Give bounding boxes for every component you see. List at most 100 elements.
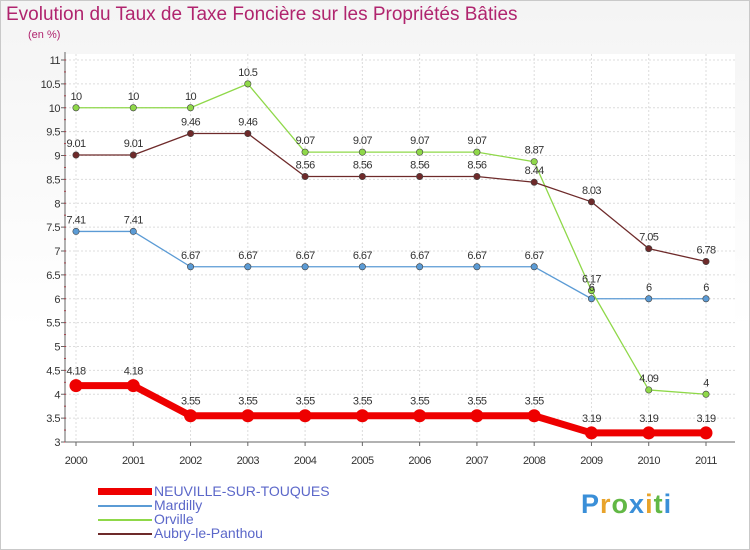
y-tick-label: 9	[54, 151, 60, 163]
data-point-orville	[301, 148, 309, 156]
data-point-orville	[530, 158, 538, 166]
data-label-aubry-le-panthou: 8.56	[467, 160, 486, 172]
data-point-neuville-sur-touques	[126, 379, 140, 393]
data-point-mardilly	[587, 295, 595, 303]
data-label-orville: 8.87	[525, 145, 544, 157]
y-tick-label: 3.5	[46, 413, 60, 425]
data-point-orville	[587, 287, 595, 295]
logo-letter: r	[600, 489, 612, 519]
data-label-orville: 10.5	[238, 67, 257, 79]
data-label-neuville-sur-touques: 4.18	[124, 366, 143, 378]
y-tick-label: 5.5	[46, 318, 60, 330]
legend-label: Aubry-le-Panthou	[154, 525, 263, 541]
data-label-orville: 4.09	[639, 373, 658, 385]
logo-letter: P	[581, 489, 601, 519]
data-point-mardilly	[129, 227, 137, 235]
legend-label: NEUVILLE-SUR-TOUQUES	[154, 483, 330, 499]
data-label-orville: 9.07	[410, 135, 429, 147]
x-tick-label: 2010	[637, 455, 660, 467]
x-tick-label: 2009	[580, 455, 603, 467]
data-point-aubry-le-panthou	[187, 130, 195, 138]
data-label-aubry-le-panthou: 8.56	[410, 160, 429, 172]
data-point-neuville-sur-touques	[241, 409, 255, 423]
y-tick-label: 8.5	[46, 174, 60, 186]
data-label-aubry-le-panthou: 9.46	[238, 117, 257, 129]
x-tick-label: 2007	[466, 455, 489, 467]
x-tick-label: 2006	[408, 455, 431, 467]
data-label-orville: 9.07	[296, 135, 315, 147]
x-tick-label: 2003	[237, 455, 260, 467]
logo-letter: o	[611, 489, 630, 519]
data-label-mardilly: 6	[646, 282, 652, 294]
data-label-aubry-le-panthou: 8.03	[582, 185, 601, 197]
data-point-orville	[187, 104, 195, 112]
data-point-neuville-sur-touques	[184, 409, 198, 423]
data-point-mardilly	[702, 295, 710, 303]
data-label-neuville-sur-touques: 3.55	[525, 396, 544, 408]
plot-area	[65, 54, 735, 442]
data-point-orville	[358, 148, 366, 156]
data-point-orville	[244, 80, 252, 88]
data-point-neuville-sur-touques	[527, 409, 541, 423]
series-line-aubry-le-panthou	[76, 132, 707, 263]
series-line-mardilly	[76, 230, 706, 300]
data-point-neuville-sur-touques	[584, 426, 598, 440]
data-label-aubry-le-panthou: 8.56	[353, 160, 372, 172]
logo-letter: t	[653, 489, 664, 519]
data-label-mardilly: 6.67	[296, 250, 315, 262]
data-label-orville: 6.17	[582, 274, 601, 286]
y-tick-label: 10.5	[41, 79, 61, 91]
data-label-aubry-le-panthou: 9.46	[181, 117, 200, 129]
x-tick-label: 2011	[695, 455, 717, 467]
data-point-mardilly	[244, 263, 252, 271]
data-label-mardilly: 7.41	[66, 214, 85, 226]
legend-label: Mardilly	[154, 497, 203, 513]
data-point-orville	[416, 148, 424, 156]
chart-subtitle: (en %)	[28, 29, 61, 41]
y-tick-label: 8	[54, 198, 60, 210]
data-point-orville	[645, 386, 653, 394]
y-tick-label: 4	[54, 389, 60, 401]
data-label-mardilly: 6.67	[353, 250, 372, 262]
data-point-neuville-sur-touques	[69, 379, 83, 393]
series-line-orville	[76, 83, 707, 395]
data-label-aubry-le-panthou: 9.01	[124, 138, 143, 150]
y-tick-label: 10	[49, 103, 61, 115]
legend-swatch	[98, 533, 152, 535]
data-label-aubry-le-panthou: 9.01	[66, 138, 85, 150]
data-point-aubry-le-panthou	[358, 173, 366, 181]
data-point-mardilly	[416, 263, 424, 271]
data-point-orville	[473, 148, 481, 156]
chart-title: Evolution du Taux de Taxe Foncière sur l…	[6, 4, 518, 25]
data-label-neuville-sur-touques: 3.55	[296, 396, 315, 408]
y-tick-label: 5	[54, 342, 60, 354]
data-point-neuville-sur-touques	[413, 409, 427, 423]
data-label-mardilly: 7.41	[124, 214, 143, 226]
proxiti-logo: Proxiti	[581, 489, 672, 520]
data-point-aubry-le-panthou	[129, 151, 137, 159]
x-tick-label: 2005	[351, 455, 374, 467]
x-tick-label: 2008	[523, 455, 546, 467]
data-label-aubry-le-panthou: 8.44	[525, 165, 544, 177]
data-label-aubry-le-panthou: 6.78	[696, 245, 715, 257]
data-point-aubry-le-panthou	[530, 178, 538, 186]
data-point-neuville-sur-touques	[355, 409, 369, 423]
data-point-mardilly	[645, 295, 653, 303]
data-point-orville	[129, 104, 137, 112]
y-tick-label: 7.5	[46, 222, 60, 234]
data-point-aubry-le-panthou	[301, 173, 309, 181]
data-label-mardilly: 6.67	[238, 250, 257, 262]
data-label-orville: 10	[185, 91, 197, 103]
data-label-orville: 9.07	[467, 135, 486, 147]
data-label-neuville-sur-touques: 3.19	[696, 413, 715, 425]
y-tick-label: 7	[54, 246, 60, 258]
data-point-mardilly	[358, 263, 366, 271]
data-label-neuville-sur-touques: 3.19	[582, 413, 601, 425]
data-label-orville: 10	[128, 91, 140, 103]
data-point-aubry-le-panthou	[702, 258, 710, 266]
data-label-mardilly: 6	[589, 282, 595, 294]
logo-letter: i	[645, 489, 654, 519]
data-point-mardilly	[473, 263, 481, 271]
data-label-neuville-sur-touques: 3.55	[353, 396, 372, 408]
legend-swatch	[98, 519, 152, 521]
